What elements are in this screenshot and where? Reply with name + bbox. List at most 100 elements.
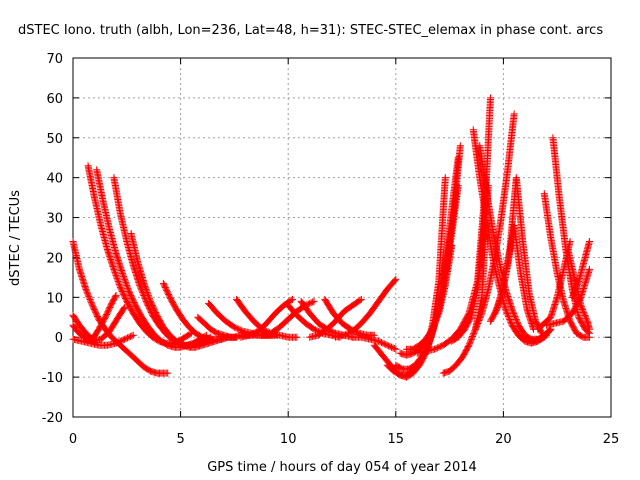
data-point-marker	[115, 280, 123, 288]
series-arc-18	[306, 295, 365, 341]
data-point-marker	[493, 303, 501, 311]
data-point-marker	[247, 331, 255, 339]
data-point-marker	[110, 265, 118, 273]
data-point-marker	[112, 339, 120, 347]
data-point-marker	[492, 306, 500, 314]
data-point-marker	[435, 343, 443, 351]
data-point-marker	[377, 339, 385, 347]
data-point-marker	[509, 307, 517, 315]
data-point-marker	[579, 306, 587, 314]
data-point-marker	[122, 278, 130, 286]
data-point-marker	[491, 308, 499, 316]
data-point-marker	[233, 325, 241, 333]
data-point-marker	[477, 311, 485, 319]
data-point-marker	[84, 335, 92, 343]
data-point-marker	[493, 305, 501, 313]
data-point-marker	[503, 308, 511, 316]
data-point-marker	[248, 330, 256, 338]
data-point-marker	[471, 325, 479, 333]
data-point-marker	[474, 319, 482, 327]
y-tick-label: 40	[46, 172, 63, 187]
data-point-marker	[386, 343, 394, 351]
data-point-marker	[145, 293, 153, 301]
data-point-marker	[116, 337, 124, 345]
data-point-marker	[125, 333, 133, 341]
data-point-marker	[390, 345, 398, 353]
data-point-marker	[344, 329, 352, 337]
data-point-marker	[123, 281, 131, 289]
data-point-marker	[476, 314, 484, 322]
x-axis-label: GPS time / hours of day 054 of year 2014	[207, 460, 477, 475]
data-point-marker	[142, 285, 150, 293]
data-point-marker	[342, 331, 350, 339]
data-point-marker	[113, 339, 121, 347]
data-point-marker	[110, 267, 118, 275]
data-point-marker	[511, 313, 519, 321]
data-point-marker	[250, 329, 258, 337]
series-arc-09	[127, 230, 232, 351]
data-point-marker	[510, 311, 518, 319]
data-point-marker	[128, 332, 136, 340]
data-point-marker	[375, 337, 383, 345]
data-point-marker	[434, 312, 442, 320]
data-point-marker	[114, 277, 122, 285]
data-point-marker	[486, 94, 494, 102]
data-point-marker	[121, 277, 129, 285]
data-point-marker	[115, 279, 123, 287]
data-point-marker	[513, 317, 521, 325]
data-point-marker	[111, 293, 119, 301]
data-point-marker	[477, 312, 485, 320]
data-point-marker	[310, 297, 318, 305]
data-point-marker	[340, 331, 348, 339]
data-point-marker	[431, 318, 439, 326]
data-point-marker	[309, 298, 317, 306]
data-point-marker	[124, 334, 132, 342]
data-point-marker	[434, 311, 442, 319]
y-tick-label: 10	[46, 291, 63, 306]
data-point-marker	[141, 281, 149, 289]
data-point-marker	[582, 314, 590, 322]
data-point-marker	[111, 268, 119, 276]
data-point-marker	[232, 324, 240, 332]
data-point-marker	[140, 279, 148, 287]
series-arc-34	[471, 110, 518, 333]
series-arc-11	[194, 313, 241, 341]
data-point-marker	[470, 330, 478, 338]
data-point-marker	[473, 322, 481, 330]
data-point-marker	[468, 334, 476, 342]
series-arc-14	[237, 295, 297, 341]
data-point-marker	[579, 307, 587, 315]
data-point-marker	[120, 274, 128, 282]
data-point-marker	[430, 321, 438, 329]
data-point-marker	[466, 340, 474, 348]
chart-title: dSTEC Iono. truth (albh, Lon=236, Lat=48…	[18, 23, 603, 38]
data-point-marker	[82, 285, 90, 293]
data-point-marker	[118, 337, 126, 345]
data-point-marker	[121, 335, 129, 343]
data-point-marker	[474, 318, 482, 326]
data-point-marker	[510, 310, 518, 318]
data-point-marker	[144, 290, 152, 298]
data-point-marker	[84, 291, 92, 299]
data-point-marker	[568, 293, 576, 301]
data-point-marker	[119, 336, 127, 344]
data-point-marker	[115, 338, 123, 346]
data-point-marker	[119, 271, 127, 279]
data-point-marker	[429, 324, 437, 332]
data-point-marker	[581, 311, 589, 319]
data-point-marker	[577, 303, 585, 311]
data-point-marker	[126, 333, 134, 341]
y-tick-label: 50	[46, 132, 63, 147]
data-point-marker	[513, 318, 521, 326]
data-point-marker	[124, 286, 132, 294]
data-point-marker	[476, 315, 484, 323]
data-point-marker	[578, 304, 586, 312]
data-point-marker	[235, 325, 243, 333]
data-point-marker	[391, 276, 399, 284]
data-point-marker	[113, 273, 121, 281]
data-point-marker	[112, 271, 120, 279]
data-point-marker	[146, 296, 154, 304]
data-point-marker	[330, 329, 338, 337]
data-point-marker	[112, 291, 120, 299]
data-point-marker	[236, 326, 244, 334]
